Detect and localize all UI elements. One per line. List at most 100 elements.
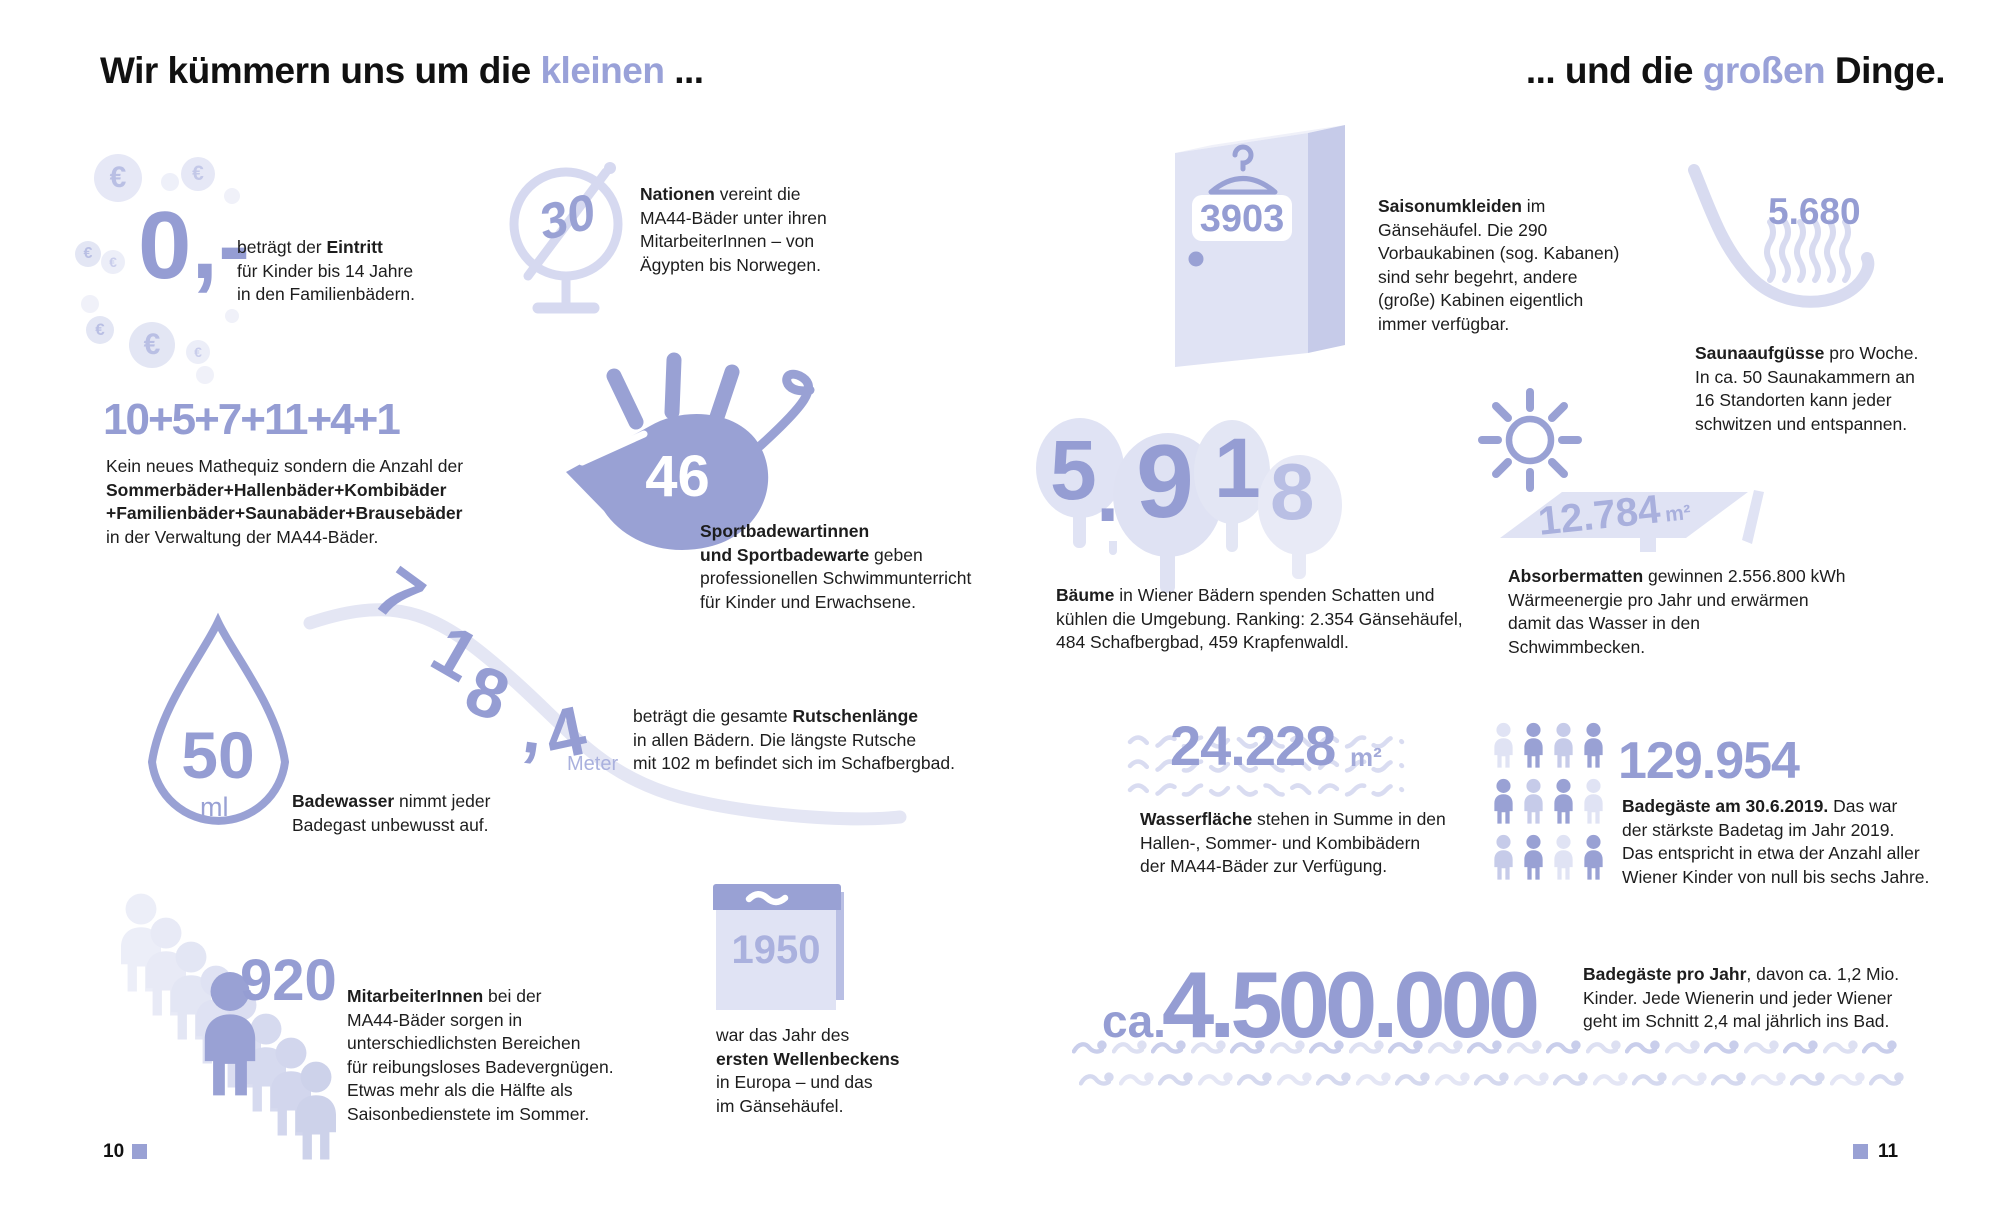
swimmer-icon [1631,1070,1670,1096]
euro-coin-icon [196,366,214,384]
badetag-text: Badegäste am 30.6.2019. Das war der stärk… [1622,796,1930,887]
left-page-marker [132,1144,147,1159]
swimmer-icon [1585,1038,1624,1064]
sportbadewarte-text: Sportbadewartinnen und Sportbadewarte geb… [700,521,972,612]
jahresgaeste-text: Badegäste pro Jahr, davon ca. 1,2 Mio. Ki… [1583,964,1900,1031]
calendar-body [716,910,836,1010]
person-icon [185,964,247,1069]
wave-glyph [745,891,789,906]
steam-icon [1764,219,1851,283]
jahresgaeste-number: 4.500.000 [1162,952,1540,1057]
euro-coin-icon: € [86,316,114,344]
badewasser-unit: ml [200,792,229,822]
right-title-accent: großen [1702,50,1826,91]
globe-icon [509,162,623,314]
person-icon [260,1036,322,1141]
sauna-ladle-icon [1688,164,1875,308]
person-icon [1490,720,1517,775]
swimmer-icon [1236,1070,1275,1096]
swimmer-icon [1671,1070,1710,1096]
swimmer-icon [1552,1070,1591,1096]
door-knob [1188,251,1204,267]
euro-coin-icon [225,309,239,323]
left-title-accent: kleinen [540,50,665,91]
baeume-digit: 8 [1270,447,1315,536]
wasserflaeche-number: 24.228 [1170,714,1336,777]
whistle-icon [566,352,815,550]
jahresgaeste-prefix: ca. [1102,995,1166,1047]
water-waves-icon [1127,735,1405,797]
sportbadewarte-number: 46 [645,444,710,509]
person-icon [1490,776,1517,831]
badewasser-text: Badewasser nimmt jeder Badegast unbewusst… [292,791,491,835]
left-page-number: 10 [103,1141,125,1162]
right-page-title: ... und die großen Dinge. [1525,50,1946,92]
calendar-header [713,884,841,910]
swimmer-icon [1750,1070,1789,1096]
person-icon [1580,776,1607,831]
absorber-mat-icon [1500,490,1764,552]
mathequiz-number: 10+5+7+11+4+1 [103,395,401,444]
swimmer-icon [1743,1038,1782,1064]
swimmer-icon [1868,1070,1907,1096]
eintritt-number: 0,- [138,192,251,299]
swimmer-icon [1157,1070,1196,1096]
nationen-text: Nationen vereint die MA44-Bäder unter ihr… [640,184,827,275]
left-title-pre: Wir kümmern uns um die [100,50,541,91]
swimmer-icon [1664,1038,1703,1064]
mitarbeiter-number: 920 [240,948,337,1013]
baeume-digit: . [1096,445,1120,539]
euro-coin-icon: € [129,322,175,368]
swimmer-icon [1782,1038,1821,1064]
eintritt-text: beträgt der Eintritt für Kinder bis 14 Ja… [237,237,416,304]
swimmer-icon [1710,1070,1749,1096]
sauna-number: 5.680 [1768,191,1861,232]
swimmer-icon [1545,1038,1584,1064]
rutsche-text: beträgt die gesamte Rutschenlänge in alle… [633,706,955,773]
swimmer-icon [1789,1070,1828,1096]
swimmer-icon [1703,1038,1742,1064]
swimmer-icon [1315,1070,1354,1096]
swimmer-icon [1624,1038,1663,1064]
umkleiden-number: 3903 [1199,198,1285,240]
wasserflaeche-text: Wasserfläche stehen in Summe in den Halle… [1140,809,1446,876]
swimmer-icon [1078,1070,1117,1096]
euro-coin-icon: € [94,154,142,202]
baeume-digit: 9 [1136,424,1194,540]
person-icon [1520,720,1547,775]
person-icon [1520,776,1547,831]
person-icon [1490,832,1517,887]
calendar-shadow [836,892,844,1000]
swimmer-icon [1276,1070,1315,1096]
water-drop-icon [147,612,290,825]
mathequiz-text: Kein neues Mathequiz sondern die Anzahl … [106,456,464,547]
right-page-marker [1853,1144,1868,1159]
baeume-text: Bäume in Wiener Bädern spenden Schatten … [1056,585,1463,652]
absorber-unit: m² [1663,501,1692,527]
slide-icon [303,603,907,826]
euro-coin-icon: € [186,340,210,364]
absorber-text: Absorbermatten gewinnen 2.556.800 kWh Wär… [1508,566,1846,657]
right-page-number: 11 [1878,1141,1899,1162]
badetag-number: 129.954 [1618,732,1800,790]
swimmer-icon [1473,1070,1512,1096]
euro-coin-icon [161,173,179,191]
swimmer-icon [1513,1070,1552,1096]
swimmer-icon [1434,1070,1473,1096]
rutsche-unit: Meter [567,753,619,775]
euro-coin-icon: € [181,157,215,191]
person-icon [1580,832,1607,887]
baeume-digit: 5 [1050,423,1097,517]
person-icon [1580,720,1607,775]
mitarbeiter-text: MitarbeiterInnen bei der MA44-Bäder sorge… [347,986,614,1124]
swimmer-icon [1118,1070,1157,1096]
wasserflaeche-unit: m² [1350,742,1382,772]
swimmer-icon [1861,1038,1900,1064]
person-icon [235,1012,297,1117]
person-icon [1550,720,1577,775]
right-title-pre: ... und die [1525,50,1703,91]
cabin-icon [1175,125,1345,367]
person-icon [110,892,172,997]
left-page-title: Wir kümmern uns um die kleinen ... [100,50,704,92]
